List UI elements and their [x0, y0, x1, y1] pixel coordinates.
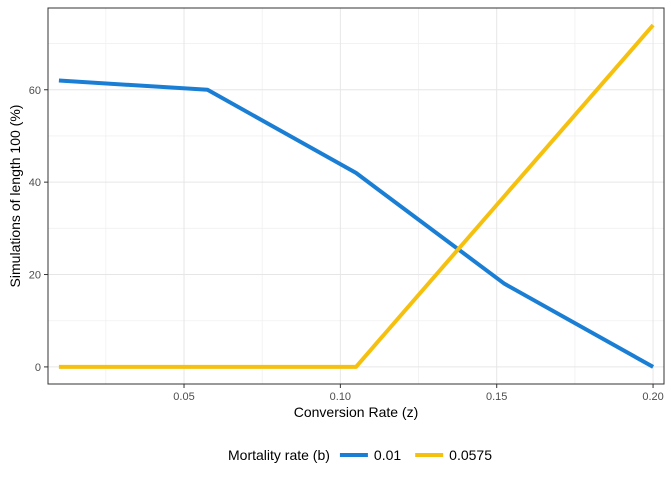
y-tick-label: 40 — [29, 177, 41, 189]
minor-gridlines — [48, 8, 664, 384]
legend: Mortality rate (b) 0.01 0.0575 — [228, 447, 492, 463]
y-axis-title: Simulations of length 100 (%) — [7, 105, 23, 288]
x-axis-title: Conversion Rate (z) — [294, 404, 419, 420]
plot-panel-border — [47, 7, 665, 385]
y-tick-label: 60 — [29, 85, 41, 97]
y-axis-ticks: 0 20 40 60 — [29, 85, 48, 374]
y-tick-label: 0 — [35, 362, 41, 374]
legend-label-0-01: 0.01 — [374, 447, 401, 463]
y-tick-label: 20 — [29, 270, 41, 282]
x-tick-label: 0.05 — [173, 391, 194, 403]
major-gridlines — [48, 8, 664, 384]
series-line-0-01 — [58, 78, 655, 369]
legend-label-0-0575: 0.0575 — [449, 447, 492, 463]
x-tick-label: 0.20 — [642, 391, 663, 403]
legend-title: Mortality rate (b) — [228, 447, 330, 463]
series-lines — [58, 23, 655, 369]
x-tick-label: 0.10 — [330, 391, 351, 403]
x-axis-ticks: 0.05 0.10 0.15 0.20 — [173, 384, 664, 403]
series-line-0-0575 — [58, 23, 655, 369]
x-tick-label: 0.15 — [486, 391, 507, 403]
